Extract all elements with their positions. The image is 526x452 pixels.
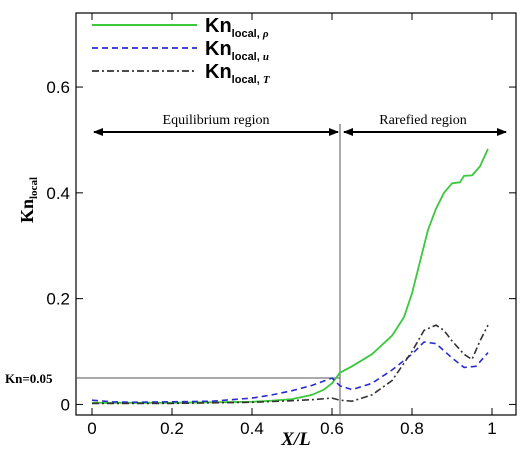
- y-tick-label-2: 0.4: [46, 184, 70, 203]
- y-tick-label-1: 0.2: [46, 290, 70, 309]
- x-axis-title: X/L: [280, 429, 311, 450]
- x-tick-label-0: 0: [87, 419, 96, 438]
- x-tick-label-2: 0.4: [240, 419, 264, 438]
- plot-frame: [75, 12, 517, 416]
- equilibrium-label: Equilibrium region: [163, 113, 270, 128]
- y-axis-title-sub: local: [28, 177, 40, 199]
- series-line-2: [92, 324, 489, 405]
- x-tick-label-5: 1: [487, 419, 496, 438]
- legend-label-2: Knlocal, T: [205, 61, 271, 86]
- series-lines: [91, 148, 489, 405]
- series-line-1: [91, 341, 489, 404]
- annotations: Equilibrium region Rarefied region Kn=0.05: [5, 113, 507, 415]
- axis-ticks: 0 0.2 0.4 0.6 0.8 1 0 0.2 0.4 0.6: [46, 13, 516, 438]
- reference-label: Kn=0.05: [5, 371, 53, 386]
- rarefied-label: Rarefied region: [379, 113, 466, 128]
- x-tick-label-1: 0.2: [160, 419, 184, 438]
- y-axis-title-main: Kn: [17, 199, 37, 223]
- y-tick-label-0: 0: [61, 395, 70, 414]
- x-tick-label-4: 0.8: [400, 419, 424, 438]
- x-tick-label-3: 0.6: [320, 419, 344, 438]
- series-line-0: [92, 148, 489, 404]
- legend-label-1: Knlocal, u: [205, 38, 269, 63]
- y-tick-label-3: 0.6: [46, 78, 70, 97]
- y-axis-title: Knlocal: [17, 177, 40, 223]
- legend-label-0: Knlocal, ρ: [205, 15, 269, 40]
